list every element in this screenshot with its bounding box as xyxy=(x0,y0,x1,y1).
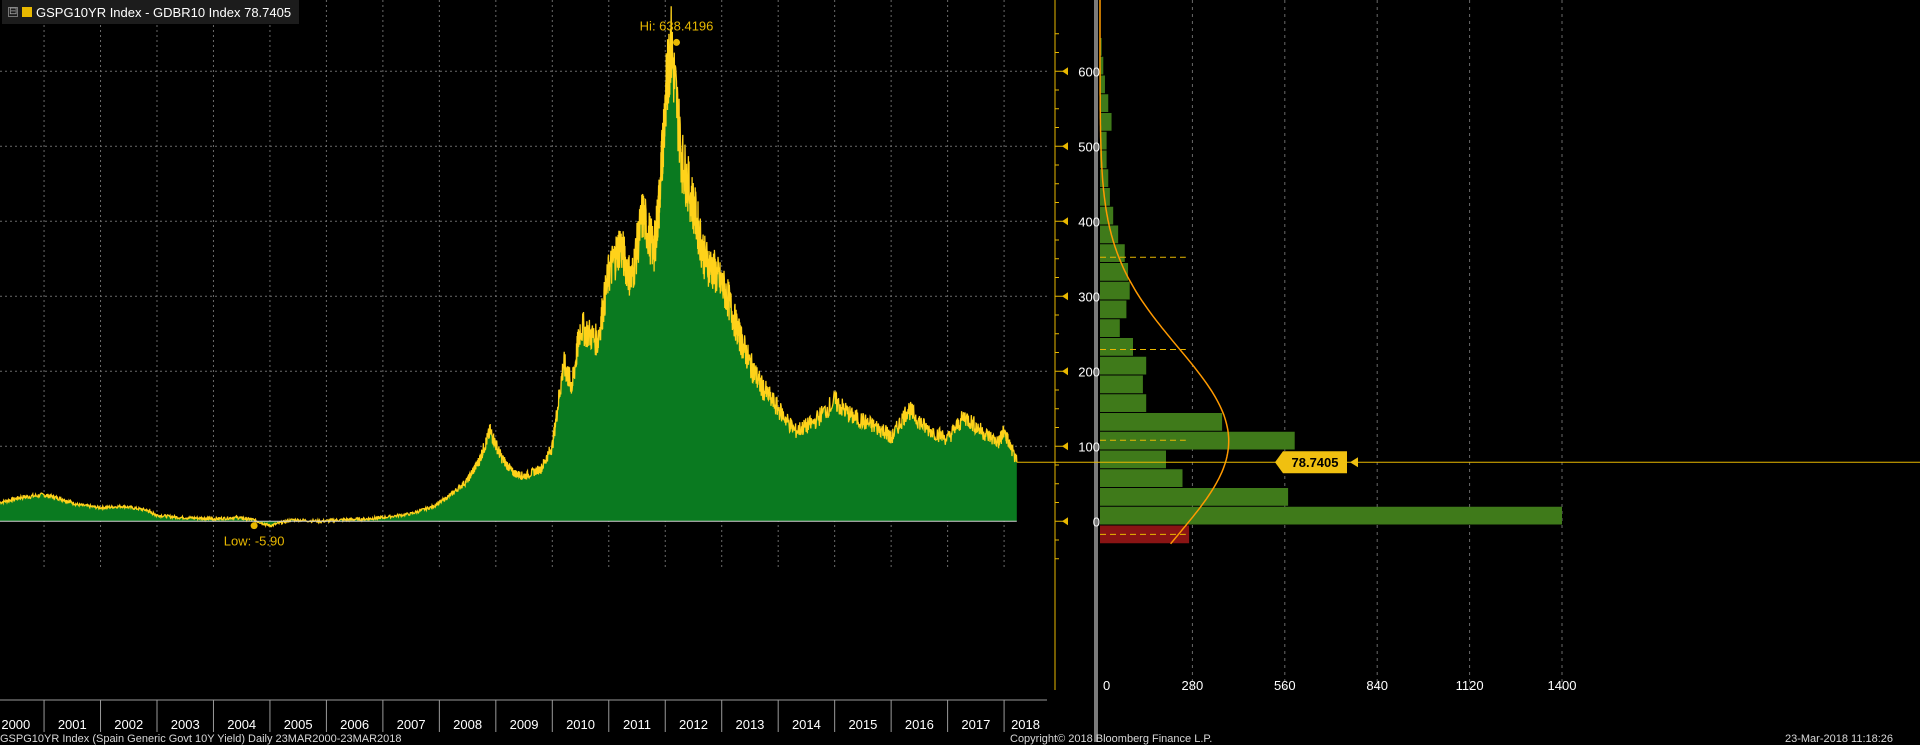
x-tick-label: 2010 xyxy=(566,717,595,732)
x-tick-label: 2012 xyxy=(679,717,708,732)
x-tick-label: 2014 xyxy=(792,717,821,732)
histogram-bar xyxy=(1100,150,1107,169)
histogram-bar xyxy=(1100,488,1289,506)
y-tick-arrow xyxy=(1062,442,1068,451)
histogram-tick-label: 280 xyxy=(1182,678,1204,693)
y-tick-label: 0 xyxy=(1093,514,1100,529)
histogram-bar xyxy=(1100,38,1102,56)
last-value-tag: 78.7405 xyxy=(1275,451,1358,474)
footer-timestamp: 23-Mar-2018 11:18:26 xyxy=(1785,733,1894,745)
histogram-bar xyxy=(1100,319,1120,337)
x-tick-label: 2016 xyxy=(905,717,934,732)
histogram-tick-label: 560 xyxy=(1274,678,1296,693)
y-tick-label: 600 xyxy=(1078,64,1100,79)
y-tick-label: 500 xyxy=(1078,139,1100,154)
histogram-bar xyxy=(1100,375,1143,394)
histogram-bar xyxy=(1100,263,1129,281)
spread-line xyxy=(0,6,1018,529)
histogram-tick-label: 1120 xyxy=(1456,678,1484,693)
annotation-label: Low: xyxy=(224,534,255,549)
x-tick-label: 2004 xyxy=(227,717,256,732)
spread-area xyxy=(0,6,1017,527)
histogram-x-axis: 0 280 560 840 1120 1400 xyxy=(1103,678,1576,693)
x-tick-label: 2011 xyxy=(623,717,651,732)
x-tick-label: 2000 xyxy=(1,717,30,732)
histogram-bar xyxy=(1100,94,1109,112)
histogram-bar xyxy=(1100,338,1133,356)
annotation-marker xyxy=(673,38,681,46)
high-annotation: Hi: 638.4196 xyxy=(640,18,714,33)
x-tick-label: 2009 xyxy=(510,717,539,732)
x-tick-label: 2007 xyxy=(397,717,426,732)
x-tick-label: 2018 xyxy=(1011,717,1040,732)
y-tick-label: 100 xyxy=(1078,439,1100,454)
x-tick-label: 2005 xyxy=(284,717,313,732)
annotation-marker xyxy=(250,522,258,530)
histogram-bar xyxy=(1100,394,1147,412)
annotation-label: Hi: xyxy=(640,18,660,33)
histogram-bar xyxy=(1100,431,1295,450)
histogram-bar xyxy=(1100,506,1562,525)
y-tick-arrow xyxy=(1062,67,1068,76)
x-tick-label: 2015 xyxy=(848,717,877,732)
x-tick-label: 2001 xyxy=(58,717,87,732)
histogram-bar xyxy=(1100,300,1127,319)
y-tick-label: 200 xyxy=(1078,364,1100,379)
histogram-bar xyxy=(1100,413,1223,431)
histogram-bar xyxy=(1100,131,1107,150)
collapse-icon[interactable]: ⊟ xyxy=(8,6,18,17)
histogram-bar xyxy=(1100,356,1147,375)
histogram-dashed-levels xyxy=(1100,256,1186,535)
legend-swatch xyxy=(22,7,32,17)
x-tick-label: 2003 xyxy=(171,717,200,732)
x-axis: 2000 2001 2002 2003 2004 2005 2006 2007 2008 2009… xyxy=(0,699,1047,732)
x-tick-label: 2017 xyxy=(961,717,990,732)
legend[interactable]: ⊟ GSPG10YR Index - GDBR10 Index 78.7405 xyxy=(2,0,300,24)
histogram-gridlines xyxy=(1094,0,1563,742)
histogram-tick-label: 1400 xyxy=(1548,678,1577,693)
last-value-text: 78.7405 xyxy=(1292,455,1339,470)
y-tick-arrow xyxy=(1062,292,1068,301)
histogram-bar xyxy=(1100,281,1130,300)
histogram-bar xyxy=(1100,169,1109,187)
y-tick-arrow xyxy=(1062,517,1068,526)
y-tick-arrow xyxy=(1062,142,1068,151)
histogram-bar xyxy=(1100,75,1105,94)
histogram-bar xyxy=(1100,113,1112,131)
annotations: Hi: 638.4196 Low: -5.90 xyxy=(224,18,714,548)
annotation-value: 638.4196 xyxy=(659,18,713,33)
x-tick-label: 2002 xyxy=(114,717,143,732)
histogram-tick-label: 840 xyxy=(1366,678,1388,693)
histogram-bar xyxy=(1100,450,1166,469)
x-tick-label: 2008 xyxy=(453,717,482,732)
histogram-bar xyxy=(1100,56,1104,75)
annotation-value: -5.90 xyxy=(255,534,285,549)
histogram-tick-label: 0 xyxy=(1103,678,1110,693)
y-tick-arrow xyxy=(1062,217,1068,226)
y-axis: 600 500 400 300 200 100 0 xyxy=(1054,0,1100,690)
y-tick-label: 300 xyxy=(1078,289,1100,304)
low-annotation: Low: -5.90 xyxy=(224,534,285,549)
x-tick-label: 2013 xyxy=(735,717,764,732)
histogram-bars xyxy=(1100,38,1562,544)
x-tick-label: 2006 xyxy=(340,717,369,732)
histogram-bar xyxy=(1100,244,1125,262)
y-tick-arrow xyxy=(1062,367,1068,376)
legend-text: GSPG10YR Index - GDBR10 Index 78.7405 xyxy=(36,4,292,20)
y-tick-label: 400 xyxy=(1078,214,1100,229)
last-value-badge xyxy=(1275,451,1347,474)
normal-fit-curve xyxy=(1099,0,1230,545)
footer-security-description: GSPG10YR Index (Spain Generic Govt 10Y Y… xyxy=(0,733,402,745)
histogram-bar xyxy=(1100,469,1183,487)
histogram-bar xyxy=(1100,225,1119,244)
last-value-pointer xyxy=(1350,457,1358,468)
footer-copyright: Copyright© 2018 Bloomberg Finance L.P. xyxy=(1010,733,1213,745)
